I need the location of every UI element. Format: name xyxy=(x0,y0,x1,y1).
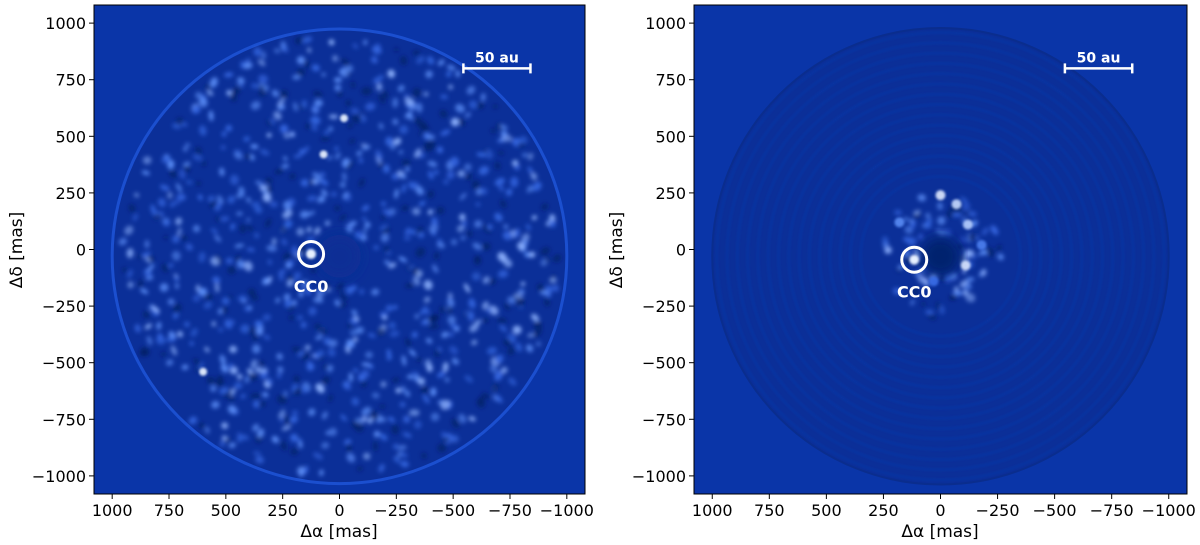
x-tick-label: 750 xyxy=(754,501,785,520)
x-tick-label: 1000 xyxy=(92,501,133,520)
x-tick-label: 750 xyxy=(154,501,185,520)
y-tick-label: −500 xyxy=(42,354,86,373)
axis-ticks: 1000 750 500 250 0 −250 −500 −750 −1000 1000 750 50… xyxy=(632,14,1196,520)
y-axis-label: Δδ [mas] xyxy=(607,212,627,289)
y-tick-label: 250 xyxy=(55,184,86,203)
y-tick-label: 0 xyxy=(676,241,686,260)
x-tick-label: 0 xyxy=(935,501,945,520)
scale-bar: 50 au xyxy=(462,50,532,74)
coronagraph-mask xyxy=(317,234,362,278)
y-tick-label: 500 xyxy=(55,127,86,146)
y-tick-label: −750 xyxy=(42,410,86,429)
y-tick-label: 250 xyxy=(655,184,686,203)
coronagraph-mask xyxy=(921,236,960,276)
speckle-pattern xyxy=(118,36,562,477)
y-tick-label: −750 xyxy=(642,410,686,429)
y-tick-label: 1000 xyxy=(45,14,86,33)
scale-bar: 50 au xyxy=(1063,50,1134,74)
x-tick-label: 1000 xyxy=(692,501,733,520)
y-tick-label: 0 xyxy=(76,241,86,260)
scale-bar-label: 50 au xyxy=(1077,50,1121,66)
x-tick-label: 0 xyxy=(334,501,344,520)
x-axis-label: Δα [mas] xyxy=(901,522,978,542)
x-tick-label: −750 xyxy=(488,501,532,520)
scale-bar-label: 50 au xyxy=(475,50,519,66)
source-marker-circle xyxy=(900,245,929,274)
x-tick-label: −250 xyxy=(976,501,1020,520)
panel-right: 1000 750 500 250 0 −250 −500 −750 −1000 1000 750 50… xyxy=(607,4,1196,542)
y-tick-label: 750 xyxy=(655,71,686,90)
y-tick-label: −1000 xyxy=(632,467,686,486)
x-axis-label: Δα [mas] xyxy=(300,522,377,542)
source-label: CC0 xyxy=(294,277,329,296)
x-tick-label: 250 xyxy=(267,501,298,520)
panel-left: 1000 750 500 250 0 −250 −500 −750 −1000 1000 750 50… xyxy=(7,4,594,542)
image-left xyxy=(94,5,585,494)
image-right xyxy=(694,5,1187,494)
y-tick-label: −250 xyxy=(642,297,686,316)
x-tick-label: −750 xyxy=(1090,501,1134,520)
residual-rings xyxy=(716,31,1165,481)
source-marker-circle xyxy=(297,240,326,269)
x-tick-label: 250 xyxy=(868,501,899,520)
y-tick-label: −250 xyxy=(42,297,86,316)
y-tick-label: 750 xyxy=(55,71,86,90)
x-tick-label: −500 xyxy=(1033,501,1077,520)
y-tick-label: −500 xyxy=(642,354,686,373)
axis-ticks: 1000 750 500 250 0 −250 −500 −750 −1000 1000 750 50… xyxy=(32,14,594,520)
x-tick-label: −1000 xyxy=(1142,501,1196,520)
x-tick-label: −500 xyxy=(431,501,475,520)
y-tick-label: 1000 xyxy=(645,14,686,33)
y-tick-label: 500 xyxy=(655,127,686,146)
x-tick-label: 500 xyxy=(211,501,242,520)
source-label: CC0 xyxy=(897,283,932,302)
x-tick-label: −250 xyxy=(374,501,418,520)
x-tick-label: −1000 xyxy=(540,501,594,520)
y-tick-label: −1000 xyxy=(32,467,86,486)
x-tick-label: 500 xyxy=(811,501,842,520)
y-axis-label: Δδ [mas] xyxy=(7,212,27,289)
